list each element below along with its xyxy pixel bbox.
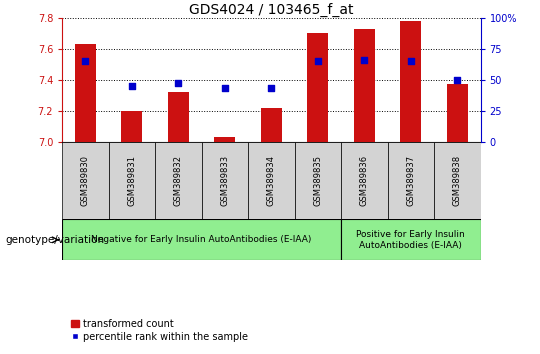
Point (267, 85, 276, 91)
Text: Positive for Early Insulin
AutoAntibodies (E-IAA): Positive for Early Insulin AutoAntibodie… (356, 230, 465, 250)
Point (220, 85, 229, 91)
Text: Negative for Early Insulin AutoAntibodies (E-IAA): Negative for Early Insulin AutoAntibodie… (91, 235, 312, 244)
Text: GSM389832: GSM389832 (174, 155, 183, 206)
Bar (201, 142, 248, 219)
Bar (261, 108, 282, 142)
Point (174, 80, 183, 86)
Bar (109, 142, 155, 219)
Bar (307, 33, 328, 142)
Text: GSM389834: GSM389834 (267, 155, 276, 206)
Text: GSM389830: GSM389830 (81, 155, 90, 206)
Point (360, 57, 369, 63)
Bar (62, 219, 341, 260)
Bar (295, 142, 341, 219)
Bar (248, 142, 295, 219)
Bar (354, 29, 375, 142)
Bar (122, 110, 143, 142)
Bar (341, 219, 481, 260)
Bar (341, 142, 388, 219)
Bar (62, 142, 109, 219)
Bar (388, 142, 434, 219)
Bar (155, 142, 201, 219)
Point (127, 83, 136, 88)
Title: GDS4024 / 103465_f_at: GDS4024 / 103465_f_at (189, 2, 354, 17)
Bar (214, 137, 235, 142)
Bar (168, 92, 189, 142)
Text: GSM389838: GSM389838 (453, 155, 462, 206)
Point (453, 77, 462, 82)
Point (407, 58, 415, 64)
Text: GSM389835: GSM389835 (313, 155, 322, 206)
Bar (434, 142, 481, 219)
Bar (400, 21, 421, 142)
Text: GSM389837: GSM389837 (407, 155, 415, 206)
Point (314, 58, 322, 64)
Bar (447, 84, 468, 142)
Text: GSM389833: GSM389833 (220, 155, 230, 206)
Text: GSM389831: GSM389831 (127, 155, 136, 206)
Legend: transformed count, percentile rank within the sample: transformed count, percentile rank withi… (67, 315, 252, 346)
Text: genotype/variation: genotype/variation (5, 235, 105, 245)
Text: GSM389836: GSM389836 (360, 155, 369, 206)
Bar (75, 44, 96, 142)
Point (81, 58, 90, 64)
